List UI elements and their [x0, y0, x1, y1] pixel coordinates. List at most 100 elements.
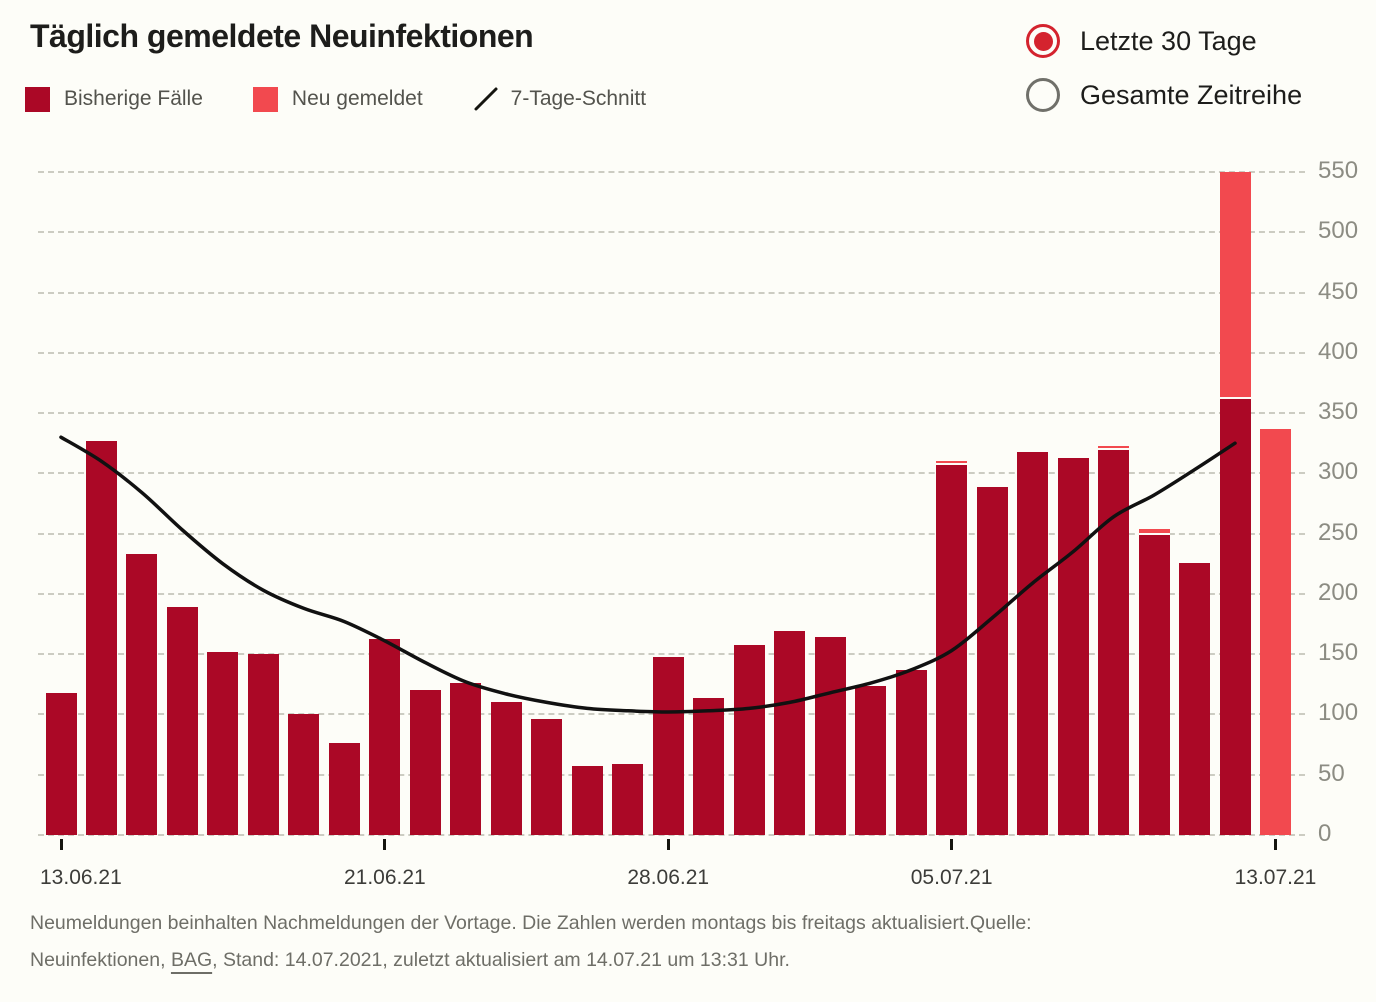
bar-segment-previous: [1138, 534, 1170, 835]
bar-11.07.21: [1179, 172, 1211, 835]
bar-segment-previous: [976, 486, 1008, 835]
bar-22.06.21: [409, 172, 441, 835]
bar-06.07.21: [976, 172, 1008, 835]
bar-02.07.21: [814, 172, 846, 835]
bar-09.07.21: [1098, 172, 1130, 835]
page-title: Täglich gemeldete Neuinfektionen: [30, 18, 534, 54]
bar-segment-previous: [733, 644, 765, 835]
x-axis-tick: [666, 839, 670, 850]
bar-segment-previous: [895, 669, 927, 835]
bar-20.06.21: [328, 172, 360, 835]
y-axis: 0 50 100 150 200 250 300 350 400 450 500 550: [1318, 157, 1376, 847]
bar-segment-previous: [490, 702, 522, 835]
legend-label: Bisherige Fälle: [64, 87, 203, 110]
bar-segment-previous: [207, 651, 239, 835]
bar-segment-previous: [85, 440, 117, 835]
bar-segment-previous: [328, 743, 360, 835]
legend-label: 7-Tage-Schnitt: [510, 87, 647, 110]
bar-15.06.21: [126, 172, 158, 835]
bar-segment-previous: [166, 607, 198, 835]
y-axis-label: 350: [1318, 397, 1359, 425]
bar-segment-previous: [1179, 562, 1211, 835]
bar-04.07.21: [895, 172, 927, 835]
bar-segment-previous: [1219, 398, 1251, 835]
bar-26.06.21: [571, 172, 603, 835]
bar-23.06.21: [450, 172, 482, 835]
y-axis-label: 400: [1318, 337, 1359, 365]
source-link-bag[interactable]: BAG: [170, 949, 213, 971]
bar-10.07.21: [1138, 172, 1170, 835]
bar-segment-previous: [126, 554, 158, 835]
bar-03.07.21: [855, 172, 887, 835]
radio-unselected-icon[interactable]: [1026, 78, 1060, 112]
legend: Bisherige Fälle Neu gemeldet 7-Tage-Schn…: [25, 86, 696, 112]
y-axis-label: 450: [1318, 277, 1359, 305]
bar-13.06.21: [45, 172, 77, 835]
gridline-400: [38, 351, 1305, 354]
bar-05.07.21: [936, 172, 968, 835]
x-axis-label: 13.06.21: [40, 866, 122, 889]
bar-segment-previous: [1057, 457, 1089, 835]
bar-segment-new: [936, 461, 968, 465]
bar-30.06.21: [733, 172, 765, 835]
bar-16.06.21: [166, 172, 198, 835]
footer-line2-prefix: Neuinfektionen,: [30, 949, 171, 971]
radio-option-gesamte-zeitreihe[interactable]: Gesamte Zeitreihe: [1026, 78, 1302, 112]
bar-segment-previous: [1017, 451, 1049, 835]
radio-selected-icon[interactable]: [1026, 24, 1060, 58]
legend-label: Neu gemeldet: [291, 87, 423, 110]
y-axis-label: 0: [1318, 819, 1332, 847]
bar-segment-new: [1259, 428, 1291, 835]
bar-segment-previous: [369, 638, 401, 835]
bar-24.06.21: [490, 172, 522, 835]
bar-18.06.21: [247, 172, 279, 835]
y-axis-label: 100: [1318, 699, 1359, 727]
bar-12.07.21: [1219, 172, 1251, 835]
x-axis-label: 28.06.21: [627, 866, 710, 889]
x-axis-label: 21.06.21: [343, 866, 426, 889]
x-axis-tick: [1273, 839, 1277, 850]
x-axis-tick: [59, 839, 63, 850]
bar-segment-previous: [247, 654, 279, 835]
bar-19.06.21: [288, 172, 320, 835]
bar-29.06.21: [693, 172, 725, 835]
radio-option-label: Gesamte Zeitreihe: [1080, 79, 1303, 110]
gridline-0: [38, 834, 1305, 836]
time-range-radio-group: Letzte 30 Tage Gesamte Zeitreihe: [1026, 24, 1302, 132]
bar-segment-new: [1098, 445, 1130, 451]
legend-swatch-new-cases: [252, 86, 278, 112]
bar-27.06.21: [612, 172, 644, 835]
bar-segment-previous: [652, 656, 684, 835]
bar-segment-previous: [693, 697, 725, 835]
x-axis-label: 05.07.21: [910, 866, 993, 889]
bar-segment-previous: [288, 714, 320, 835]
y-axis-label: 550: [1318, 156, 1359, 184]
y-axis-label: 50: [1318, 759, 1345, 787]
footer-note: Neumeldungen beinhalten Nachmeldungen de…: [30, 905, 1330, 979]
y-axis-label: 300: [1318, 458, 1359, 486]
radio-option-label: Letzte 30 Tage: [1080, 25, 1257, 56]
bar-08.07.21: [1057, 172, 1089, 835]
gridline-500: [38, 231, 1305, 234]
radio-dot: [1033, 31, 1053, 51]
legend-item-neu-gemeldet: Neu gemeldet: [252, 86, 423, 112]
radio-option-letzte-30-tage[interactable]: Letzte 30 Tage: [1026, 24, 1302, 58]
bar-14.06.21: [85, 172, 117, 835]
bar-segment-previous: [45, 692, 77, 835]
gridline-350: [38, 412, 1305, 415]
bar-13.07.21: [1259, 172, 1291, 835]
legend-item-7-tage-schnitt: 7-Tage-Schnitt: [473, 86, 646, 112]
bar-segment-previous: [531, 719, 563, 835]
footer-line1: Neumeldungen beinhalten Nachmeldungen de…: [30, 912, 1032, 934]
legend-swatch-previous-cases: [25, 86, 50, 112]
y-axis-label: 250: [1318, 518, 1359, 546]
bar-segment-previous: [936, 464, 968, 835]
chart-plot-area: 13.06.21 21.06.21 28.06.21 05.07.21 13.07.21: [38, 171, 1316, 889]
bar-segment-previous: [409, 690, 441, 835]
x-axis-tick: [950, 839, 954, 850]
bar-segment-previous: [774, 631, 806, 835]
bar-segment-previous: [1098, 450, 1130, 835]
bar-segment-previous: [612, 763, 644, 835]
bar-segment-new: [1219, 172, 1251, 399]
bar-segment-previous: [571, 766, 603, 835]
